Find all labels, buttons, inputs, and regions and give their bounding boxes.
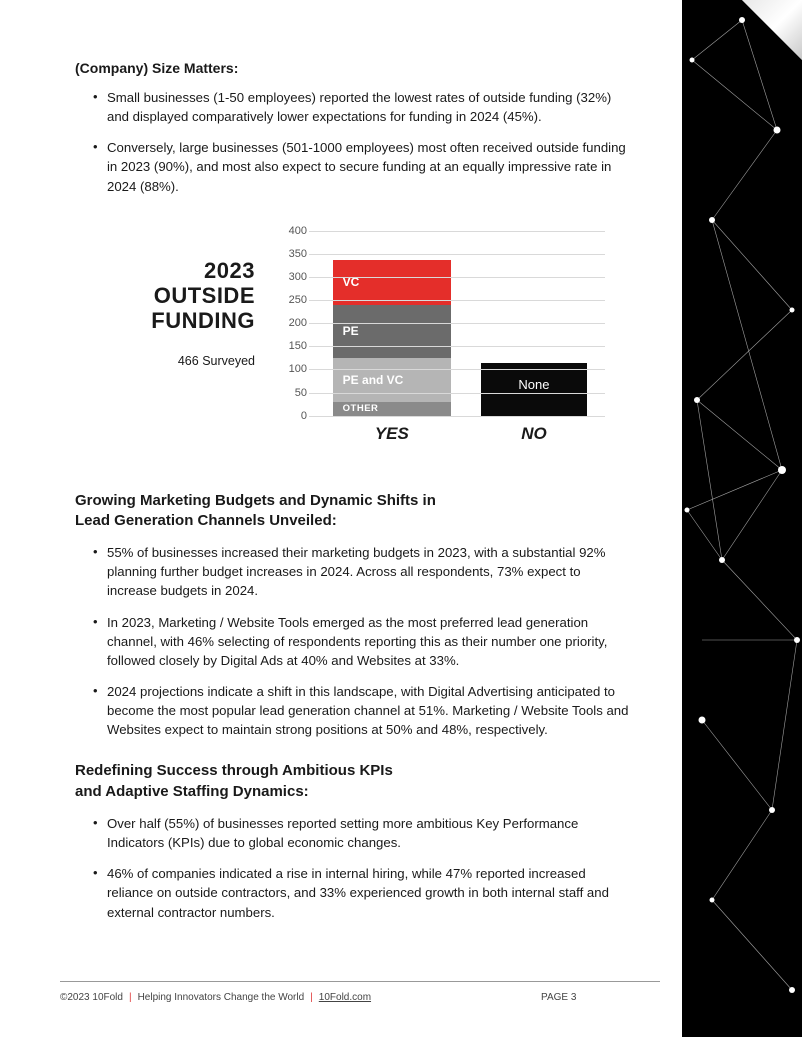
bullet-item: 55% of businesses increased their market… [93,543,630,600]
chart-gridline [309,277,605,278]
footer-separator: | [310,992,313,1003]
chart-gridline [309,323,605,324]
chart-gridline [309,300,605,301]
chart-category-label: NO [481,424,588,444]
chart-segment: OTHER [333,402,451,416]
chart-plot-area: VCPEPE and VCOTHER None 0 50 100 150 200 250 30… [275,214,605,444]
network-graphic [682,0,802,1037]
page-number: PAGE 3 [541,992,576,1003]
footer-separator: | [129,992,132,1003]
chart-bar-no: None [481,363,588,416]
chart-ytick-label: 300 [277,271,307,283]
footer-link[interactable]: 10Fold.com [319,992,371,1003]
footer-copyright: ©2023 10Fold [60,992,123,1003]
bullet-item: Over half (55%) of businesses reported s… [93,814,630,852]
content-column: (Company) Size Matters: Small businesses… [75,60,630,940]
heading-line: Lead Generation Channels Unveiled: [75,512,337,529]
section3-heading: Redefining Success through Ambitious KPI… [75,761,630,802]
chart-title-line: FUNDING [65,308,255,333]
funding-chart: 2023 OUTSIDE FUNDING 466 Surveyed VCPEPE… [75,214,630,469]
chart-gridline [309,231,605,232]
chart-gridline [309,369,605,370]
chart-segment: PE and VC [333,358,451,402]
bullet-item: In 2023, Marketing / Website Tools emerg… [93,613,630,670]
chart-segment: None [518,377,549,392]
bullet-item: 2024 projections indicate a shift in thi… [93,682,630,739]
chart-gridline [309,346,605,347]
chart-subtitle: 466 Surveyed [65,354,255,368]
chart-title-box: 2023 OUTSIDE FUNDING 466 Surveyed [65,258,255,368]
section1-heading: (Company) Size Matters: [75,60,630,76]
chart-ytick-label: 0 [277,410,307,422]
chart-gridline [309,254,605,255]
heading-line: Redefining Success through Ambitious KPI… [75,762,393,779]
section2-heading: Growing Marketing Budgets and Dynamic Sh… [75,491,630,532]
chart-category-label: YES [333,424,451,444]
section1-bullets: Small businesses (1-50 employees) report… [93,88,630,196]
chart-ytick-label: 350 [277,248,307,260]
bullet-item: 46% of companies indicated a rise in int… [93,864,630,921]
chart-gridline [309,393,605,394]
page: (Company) Size Matters: Small businesses… [0,0,802,1037]
heading-line: Growing Marketing Budgets and Dynamic Sh… [75,492,436,509]
section3-bullets: Over half (55%) of businesses reported s… [93,814,630,922]
chart-ytick-label: 150 [277,340,307,352]
chart-ytick-label: 250 [277,294,307,306]
heading-line: and Adaptive Staffing Dynamics: [75,783,309,800]
section2-bullets: 55% of businesses increased their market… [93,543,630,739]
footer-tagline: Helping Innovators Change the World [138,992,305,1003]
chart-ytick-label: 200 [277,317,307,329]
chart-title-line: 2023 [65,258,255,283]
bullet-item: Conversely, large businesses (501-1000 e… [93,138,630,195]
chart-segment: VC [333,260,451,305]
chart-ytick-label: 400 [277,225,307,237]
chart-ytick-label: 100 [277,363,307,375]
side-network-decoration [682,0,802,1037]
page-footer: ©2023 10Fold | Helping Innovators Change… [60,981,660,1003]
chart-ytick-label: 50 [277,387,307,399]
chart-segment: PE [333,305,451,358]
bullet-item: Small businesses (1-50 employees) report… [93,88,630,126]
chart-title-line: OUTSIDE [65,283,255,308]
chart-gridline [309,416,605,417]
